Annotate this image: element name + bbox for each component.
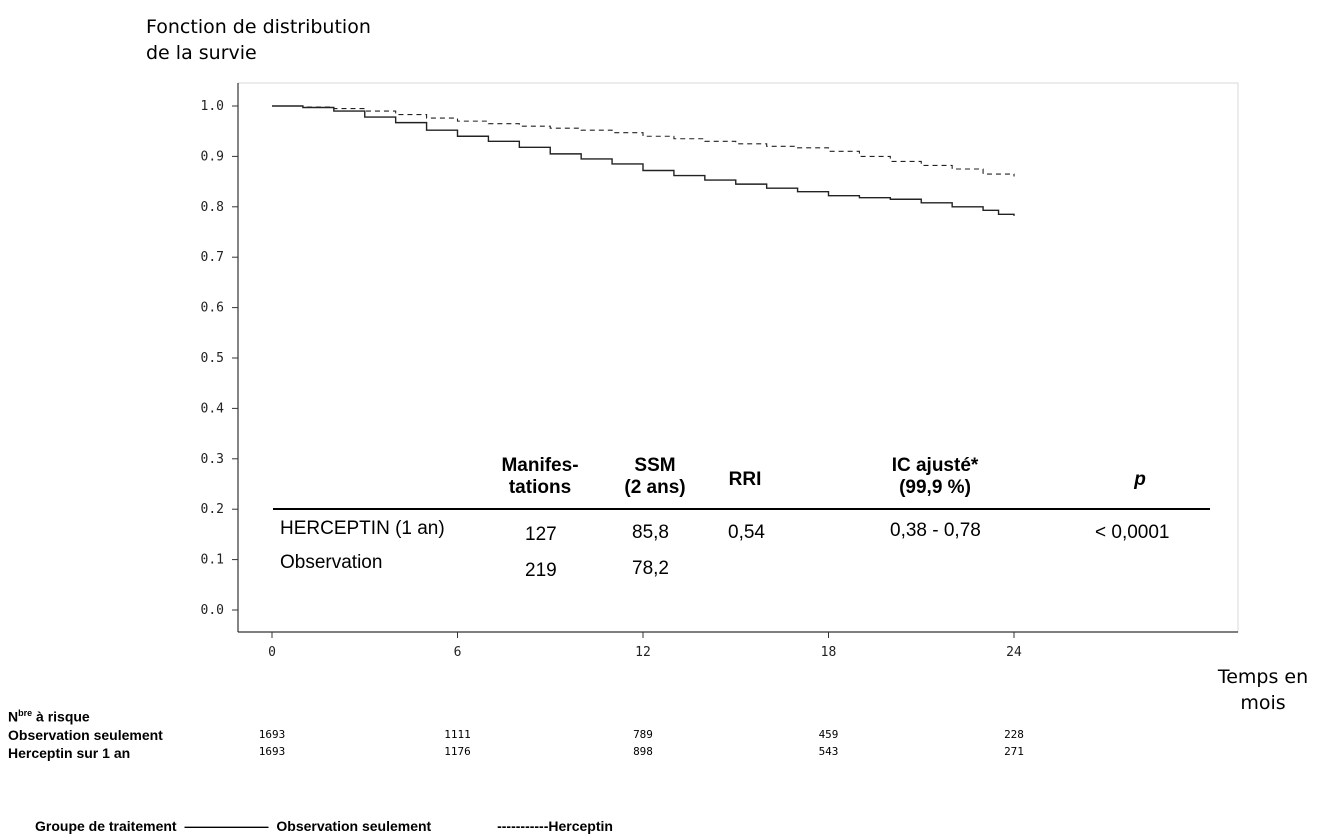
stats-header-hr-line-1: RRI <box>728 469 762 490</box>
x-tick-label: 24 <box>1006 645 1022 660</box>
at-risk-value: 271 <box>1004 745 1024 758</box>
stats-row-1-ci: 0,38 - 0,78 <box>890 520 981 541</box>
stats-row-2-dfs: 78,2 <box>632 558 669 579</box>
y-tick-label: 0.3 <box>201 452 224 467</box>
plot-frame <box>237 82 1239 633</box>
stats-header-dfs-line-1: SSM <box>634 455 676 476</box>
stats-row-1-label: HERCEPTIN (1 an) <box>280 518 445 539</box>
at-risk-value: 543 <box>818 745 839 758</box>
stats-header-p: p <box>1115 469 1165 491</box>
stats-row-2-label: Observation <box>280 552 383 573</box>
stats-row-1-p: < 0,0001 <box>1095 522 1170 543</box>
stats-header-dfs: SSM (2 ans) <box>605 455 705 499</box>
at-risk-value: 459 <box>818 728 839 741</box>
at-risk-value: 1176 <box>444 745 471 758</box>
stats-header-events-line-2: tations <box>508 477 572 498</box>
x-tick-label: 0 <box>268 645 276 660</box>
stats-header-dfs-line-2: (2 ans) <box>624 477 686 498</box>
y-tick-label: 0.6 <box>201 301 224 316</box>
y-axis-title-line-2: de la survie <box>146 42 257 64</box>
at-risk-value: 228 <box>1004 728 1024 741</box>
stats-header-p-line-1: p <box>1134 469 1146 490</box>
legend-observation-label: Observation seulement <box>276 818 432 834</box>
y-tick-label: 0.8 <box>201 200 224 215</box>
at-risk-value: 1693 <box>258 728 286 741</box>
at-risk-value: 898 <box>633 745 653 758</box>
stats-header-ci-line-1: IC ajusté* <box>891 455 979 476</box>
stats-divider <box>273 508 1210 510</box>
stats-header-events: Manifes- tations <box>485 455 595 499</box>
legend-herceptin-label: -----------Herceptin <box>497 818 613 834</box>
at-risk-value: 1693 <box>258 745 286 758</box>
at-risk-label-herceptin: Herceptin sur 1 an <box>8 745 131 761</box>
stats-header-hr: RRI <box>710 469 780 491</box>
y-tick-label: 1.0 <box>201 99 224 114</box>
at-risk-title-rest: à risque <box>32 708 90 725</box>
stats-row-1-events: 127 <box>525 524 557 545</box>
y-axis-title-line-1: Fonction de distribution <box>146 16 371 38</box>
stats-row-1-hr: 0,54 <box>728 522 765 543</box>
at-risk-value: 1111 <box>444 728 471 741</box>
legend-solid-line: —————— <box>184 818 269 834</box>
y-tick-label: 0.7 <box>201 250 224 265</box>
y-tick-label: 0.0 <box>201 603 224 618</box>
y-axis-title: Fonction de distribution de la survie <box>146 14 371 66</box>
y-tick-label: 0.5 <box>201 351 224 366</box>
stats-header-events-line-1: Manifes- <box>501 455 579 476</box>
legend: Groupe de traitement —————— Observation … <box>35 818 613 834</box>
x-tick-label: 12 <box>635 645 651 660</box>
y-tick-label: 0.9 <box>201 149 224 164</box>
at-risk-title-main: N <box>8 708 19 725</box>
stats-header-ci-line-2: (99,9 %) <box>899 477 971 498</box>
stats-row-2-events: 219 <box>525 560 557 581</box>
at-risk-title: Nbre à risque <box>8 708 90 725</box>
series-line-observation <box>272 105 1015 216</box>
at-risk-title-sup: bre <box>18 708 33 718</box>
x-tick-label: 18 <box>821 645 837 660</box>
x-axis-title: Temps en mois <box>1217 666 1309 714</box>
y-tick-label: 0.1 <box>201 553 224 568</box>
legend-prefix: Groupe de traitement <box>35 818 177 834</box>
y-tick-label: 0.2 <box>201 502 224 517</box>
stats-header-ci: IC ajusté* (99,9 %) <box>860 455 1010 499</box>
stats-row-1-dfs: 85,8 <box>632 522 669 543</box>
at-risk-label-observation: Observation seulement <box>8 727 163 743</box>
survival-chart: 0.0 0.1 0.2 0.3 0.4 0.5 0.6 0.7 0.8 0.9 1.0 0 6 12 18 2… <box>201 82 1239 660</box>
y-tick-label: 0.4 <box>201 401 225 416</box>
at-risk-value: 789 <box>633 728 653 741</box>
x-tick-label: 6 <box>454 645 462 660</box>
